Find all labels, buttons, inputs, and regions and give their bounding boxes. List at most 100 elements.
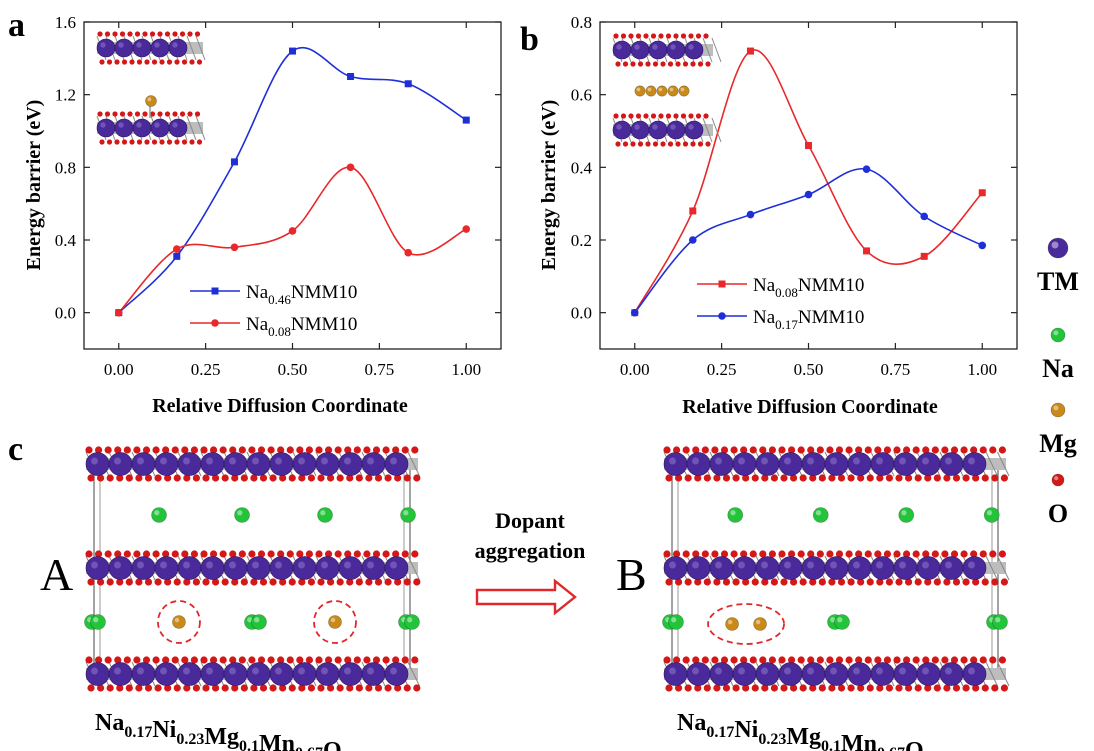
o-atom <box>240 578 248 586</box>
tm-atom <box>686 556 711 580</box>
tm-atom <box>114 118 134 138</box>
o-atom <box>166 139 173 145</box>
o-atom <box>94 550 103 558</box>
key-o-icon <box>1051 473 1065 487</box>
tm-atom <box>361 452 386 476</box>
o-atom <box>129 59 135 65</box>
o-atom <box>296 446 304 454</box>
o-atom <box>845 446 853 454</box>
o-atom <box>759 446 767 454</box>
o-atom <box>142 31 148 37</box>
o-atom <box>620 33 627 39</box>
o-atom <box>372 446 381 454</box>
o-atom <box>315 656 323 664</box>
o-atom <box>857 578 865 586</box>
o-atom <box>269 474 277 482</box>
tm-atom-highlight <box>275 561 282 569</box>
o-atom <box>174 139 180 145</box>
o-atom <box>902 656 911 664</box>
o-atom <box>112 111 118 117</box>
tm-atom-highlight <box>922 457 929 465</box>
tm-atom <box>870 662 895 686</box>
tm-atom-highlight <box>669 457 676 465</box>
y-axis-title-b: Energy barrier (eV) <box>538 100 560 271</box>
structure-a <box>84 446 421 692</box>
o-atom <box>194 111 201 117</box>
tm-atom-highlight <box>136 42 142 48</box>
o-atom <box>778 446 786 454</box>
tm-atom-highlight <box>876 457 883 465</box>
tm-atom-highlight <box>252 457 259 465</box>
o-atom <box>630 141 636 147</box>
o-atom <box>643 33 649 39</box>
data-point-a <box>462 225 471 233</box>
tm-atom-highlight <box>830 561 837 569</box>
tm-atom <box>114 38 134 58</box>
data-point-a <box>347 73 355 80</box>
o-atom <box>104 31 111 37</box>
o-atom <box>778 656 786 664</box>
o-atom <box>740 656 748 664</box>
o-atom <box>149 31 156 37</box>
o-atom <box>749 446 757 454</box>
arrow-label-line1: Dopant <box>495 508 565 533</box>
o-atom <box>682 446 690 454</box>
tm-atom <box>962 662 987 686</box>
o-atom <box>720 446 729 454</box>
tm-atom-highlight <box>91 457 98 465</box>
o-atom <box>778 550 786 558</box>
na-atom <box>834 614 850 630</box>
o-atom <box>751 684 759 692</box>
o-atom <box>701 446 709 454</box>
tm-atom-highlight <box>715 561 722 569</box>
o-atom <box>720 656 729 664</box>
tm-atom-highlight <box>853 561 860 569</box>
mg-atom <box>725 617 739 631</box>
o-atom <box>672 550 681 558</box>
o-atom <box>106 59 113 65</box>
tm-atom-highlight <box>669 667 676 675</box>
o-atom <box>692 446 700 454</box>
data-point-a <box>404 248 413 257</box>
o-atom <box>943 684 951 692</box>
o-atom <box>799 578 807 586</box>
o-atom <box>672 656 681 664</box>
tm-atom-highlight <box>344 561 351 569</box>
tm-atom <box>893 662 918 686</box>
na-atom <box>151 507 167 523</box>
o-atom <box>652 61 659 67</box>
tm-atom <box>732 662 757 686</box>
tm-atom <box>108 662 133 686</box>
mg-atom <box>678 85 690 97</box>
o-atom <box>787 550 796 558</box>
o-atom <box>732 474 740 482</box>
o-atom <box>780 474 788 482</box>
o-atom <box>174 59 180 65</box>
o-atom <box>248 446 256 454</box>
tm-atom-highlight <box>183 561 190 569</box>
o-atom <box>116 474 124 482</box>
o-atom <box>87 474 95 482</box>
o-atom <box>336 578 344 586</box>
y-tick-label-b: 0.2 <box>571 231 592 250</box>
o-atom <box>722 474 731 482</box>
o-atom <box>127 111 133 117</box>
o-atom <box>346 578 354 586</box>
o-atom <box>159 139 165 145</box>
o-atom <box>837 578 846 586</box>
tm-atom-highlight <box>807 561 814 569</box>
tm-atom-highlight <box>830 667 837 675</box>
bond <box>702 117 713 143</box>
o-atom <box>114 446 122 454</box>
tm-atom <box>893 556 918 580</box>
tm-atom-highlight <box>367 667 374 675</box>
tm-atom <box>384 556 409 580</box>
o-atom <box>135 474 143 482</box>
o-atom <box>962 578 970 586</box>
o-atom <box>682 656 690 664</box>
o-atom <box>394 474 402 482</box>
o-atom <box>123 446 131 454</box>
o-atom <box>931 550 939 558</box>
tm-atom-highlight <box>945 457 952 465</box>
tm-atom-highlight <box>738 457 745 465</box>
